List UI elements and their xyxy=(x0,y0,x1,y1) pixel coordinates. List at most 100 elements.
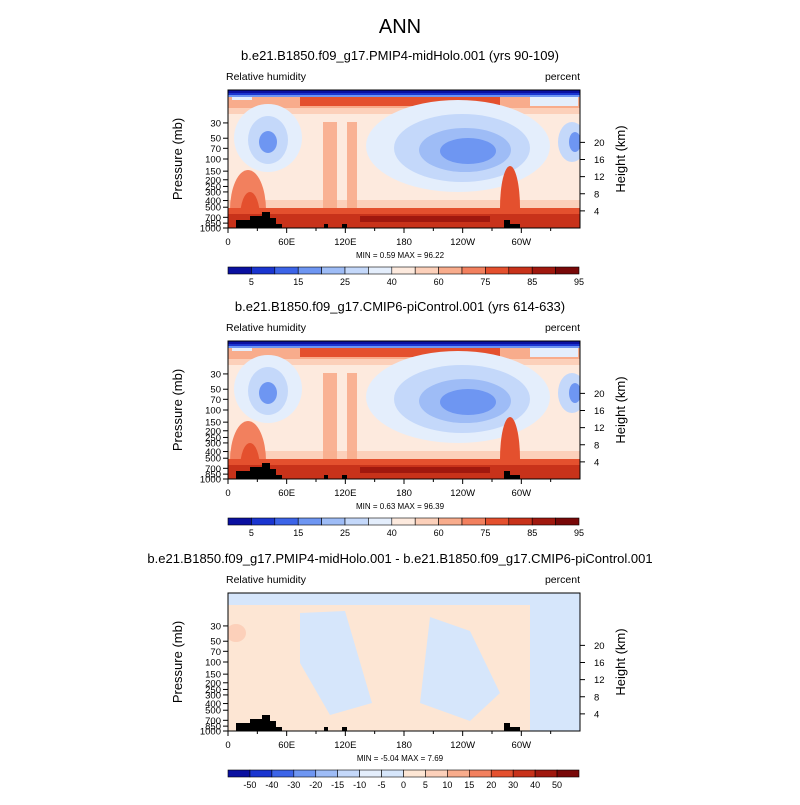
pressure-tick-label: 300 xyxy=(205,690,221,701)
colorbar-label: 50 xyxy=(552,780,562,790)
negative-region-west-pacific xyxy=(300,611,372,715)
colorbar-label: -50 xyxy=(243,780,256,790)
longitude-tick-label: 60E xyxy=(278,237,295,248)
atlantic-dry-zone-core xyxy=(569,132,580,152)
topography-bar-1 xyxy=(236,471,250,479)
topography-bar-7 xyxy=(342,475,347,479)
topography-bar-9 xyxy=(510,475,520,479)
positive-patch xyxy=(228,624,246,642)
convective-column-2 xyxy=(347,373,357,465)
colorbar-label: 10 xyxy=(442,780,452,790)
panel-1: b.e21.B1850.f09_g17.PMIP4-midHolo.001 (y… xyxy=(170,48,628,287)
topography-bar-5 xyxy=(276,224,282,228)
height-tick-label: 8 xyxy=(594,440,599,451)
stratosphere-band-3 xyxy=(228,95,580,97)
colorbar-label: -15 xyxy=(331,780,344,790)
topography-bar-8 xyxy=(504,220,510,228)
height-tick-label: 20 xyxy=(594,389,605,400)
colorbar-swatch xyxy=(321,266,346,275)
colorbar-swatch xyxy=(344,517,369,526)
variable-label: Relative humidity xyxy=(226,71,307,83)
colorbar-label: 75 xyxy=(480,528,490,538)
colorbar-label: 60 xyxy=(434,277,444,287)
colorbar-swatch xyxy=(227,266,252,275)
longitude-tick-label: 0 xyxy=(225,488,230,499)
colorbar-label: -20 xyxy=(309,780,322,790)
field-background xyxy=(228,593,580,731)
colorbar-swatch xyxy=(381,769,404,778)
colorbar-swatch xyxy=(438,517,463,526)
pressure-tick-label: 100 xyxy=(205,406,221,417)
colorbar-swatch xyxy=(414,517,439,526)
colorbar-label: 0 xyxy=(401,780,406,790)
pressure-tick-label: 1000 xyxy=(200,475,221,486)
colorbar-swatch xyxy=(368,266,393,275)
colorbar-label: 95 xyxy=(574,528,584,538)
colorbar-swatch xyxy=(531,517,556,526)
pressure-tick-label: 700 xyxy=(205,716,221,727)
colorbar-swatch xyxy=(227,517,252,526)
topography-bar-7 xyxy=(342,727,347,731)
pressure-tick-label: 850 xyxy=(205,219,221,230)
topography-bar-3 xyxy=(262,212,270,228)
y-axis-label: Pressure (mb) xyxy=(170,369,185,451)
convective-column-1 xyxy=(323,122,337,214)
topography-bar-3 xyxy=(262,463,270,479)
longitude-tick-label: 120E xyxy=(334,488,356,499)
upper-moist-core xyxy=(300,347,500,357)
pressure-tick-label: 700 xyxy=(205,464,221,475)
colorbar-label: 5 xyxy=(423,780,428,790)
pressure-tick-label: 100 xyxy=(205,155,221,166)
colorbar-swatch xyxy=(297,266,322,275)
pressure-tick-label: 400 xyxy=(205,196,221,207)
colorbar-label: 15 xyxy=(293,528,303,538)
units-label: percent xyxy=(545,322,580,334)
height-tick-label: 20 xyxy=(594,138,605,149)
longitude-tick-label: 120W xyxy=(450,237,475,248)
colorbar-swatch xyxy=(555,517,580,526)
height-tick-label: 16 xyxy=(594,658,605,669)
colorbar-swatch xyxy=(337,769,360,778)
colorbar-swatch xyxy=(344,266,369,275)
longitude-tick-label: 120W xyxy=(450,488,475,499)
height-tick-label: 12 xyxy=(594,675,605,686)
colorbar-label: -30 xyxy=(287,780,300,790)
colorbar-label: 40 xyxy=(387,528,397,538)
subtropical-dry-zone-east-core xyxy=(259,131,277,153)
pressure-tick-label: 30 xyxy=(210,369,221,380)
longitude-tick-label: 60W xyxy=(512,237,532,248)
y-axis-label-right: Height (km) xyxy=(613,125,628,192)
topography-bar-7 xyxy=(342,224,347,228)
colorbar-swatch xyxy=(403,769,426,778)
longitude-tick-label: 120E xyxy=(334,237,356,248)
colorbar-swatch xyxy=(414,266,439,275)
longitude-tick-label: 180 xyxy=(396,740,412,751)
topography-bar-5 xyxy=(276,475,282,479)
upper-dry-patch-east xyxy=(530,96,578,106)
height-tick-label: 16 xyxy=(594,406,605,417)
longitude-tick-label: 120W xyxy=(450,740,475,751)
longitude-tick-label: 60W xyxy=(512,740,532,751)
colorbar-label: 5 xyxy=(249,277,254,287)
convective-column-2 xyxy=(347,122,357,214)
topography-bar-4 xyxy=(270,218,276,228)
longitude-tick-label: 0 xyxy=(225,740,230,751)
pressure-tick-label: 300 xyxy=(205,187,221,198)
colorbar-swatch xyxy=(469,769,492,778)
colorbar-swatch xyxy=(391,266,416,275)
pressure-tick-label: 1000 xyxy=(200,224,221,235)
pressure-tick-label: 850 xyxy=(205,722,221,733)
y-axis-label: Pressure (mb) xyxy=(170,621,185,703)
pressure-tick-label: 500 xyxy=(205,454,221,465)
colorbar-swatch xyxy=(447,769,470,778)
colorbar-label: 5 xyxy=(249,528,254,538)
pressure-tick-label: 70 xyxy=(210,395,221,406)
colorbar-swatch xyxy=(490,769,514,778)
pressure-tick-label: 300 xyxy=(205,438,221,449)
colorbar-swatch xyxy=(485,266,510,275)
stratosphere-band-1 xyxy=(228,341,580,344)
y-axis-label-right: Height (km) xyxy=(613,628,628,695)
colorbar-label: 15 xyxy=(464,780,474,790)
negative-region-atlantic xyxy=(530,605,580,731)
panel-title: b.e21.B1850.f09_g17.CMIP6-piControl.001 … xyxy=(235,299,565,314)
